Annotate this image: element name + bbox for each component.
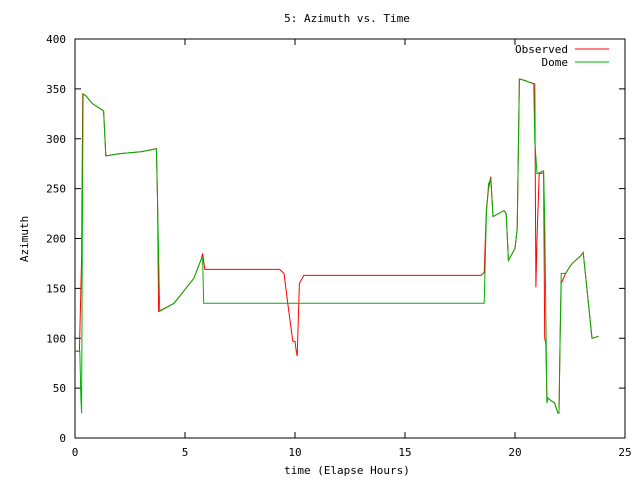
y-tick-label: 50 [53, 382, 66, 395]
y-tick-label: 400 [46, 33, 66, 46]
y-tick-label: 200 [46, 233, 66, 246]
x-tick-label: 0 [72, 446, 79, 459]
x-tick-label: 25 [618, 446, 631, 459]
x-tick-label: 10 [288, 446, 301, 459]
x-tick-label: 5 [182, 446, 189, 459]
legend: Observed Dome [515, 43, 609, 69]
legend-label-dome: Dome [542, 56, 569, 69]
y-tick-label: 100 [46, 332, 66, 345]
x-tick-label: 15 [398, 446, 411, 459]
y-tick-label: 350 [46, 83, 66, 96]
x-tick-label: 20 [508, 446, 521, 459]
series-line-dome [75, 78, 599, 414]
legend-label-observed: Observed [515, 43, 568, 56]
y-tick-label: 300 [46, 133, 66, 146]
y-tick-label: 250 [46, 183, 66, 196]
y-tick-label: 0 [59, 432, 66, 445]
x-axis-label: time (Elapse Hours) [284, 464, 410, 477]
chart-title: 5: Azimuth vs. Time [284, 12, 410, 25]
series-layer [75, 78, 599, 414]
axis-ticks: 0 50 100 150 200 250 300 350 400 0 5 10 15 20 25 [46, 33, 632, 459]
y-tick-label: 150 [46, 282, 66, 295]
y-axis-label: Azimuth [18, 216, 31, 262]
